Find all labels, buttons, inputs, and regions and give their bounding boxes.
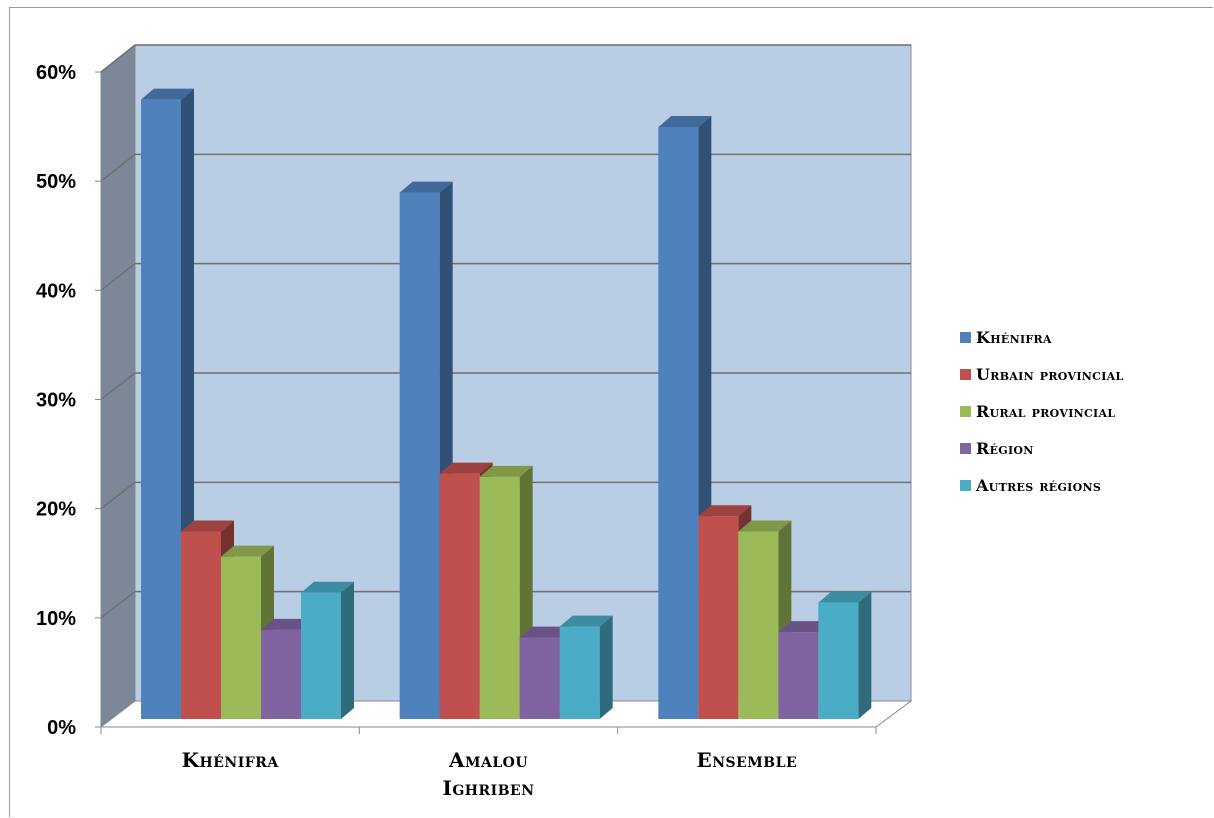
- x-category-label: Khénifra: [182, 748, 280, 772]
- x-axis: Khénifra Amalou Ighriben Ensemble: [100, 726, 877, 800]
- legend-swatch: [960, 332, 971, 343]
- legend-item: Khénifra: [960, 328, 1052, 347]
- x-category-label: Ighriben: [442, 776, 534, 800]
- gridline-side: [100, 263, 136, 291]
- x-category-label: Amalou: [448, 748, 528, 772]
- bar-top-face: [738, 520, 792, 532]
- legend-item: Rural provincial: [960, 402, 1115, 421]
- y-tick-label: 40%: [36, 280, 76, 302]
- bar: [559, 615, 613, 719]
- y-tick-label: 30%: [36, 390, 76, 412]
- legend-label: Rural provincial: [976, 402, 1115, 421]
- bar-top-face: [519, 626, 573, 638]
- legend-item: Région: [960, 439, 1034, 458]
- bar-top-face: [301, 581, 354, 593]
- bars: [141, 88, 872, 720]
- bar-front-face: [519, 637, 560, 719]
- legend: Khénifra Urbain provincial Rural provincia…: [960, 328, 1124, 495]
- bar: [658, 116, 712, 719]
- bar-top-face: [261, 618, 314, 630]
- x-category-label: Ensemble: [696, 748, 797, 772]
- gridline-side: [100, 153, 136, 182]
- bar-top-face: [778, 621, 832, 633]
- bar-side-face: [341, 581, 354, 719]
- bar-top-face: [698, 505, 752, 517]
- y-tick-label: 10%: [36, 608, 76, 630]
- bar: [301, 581, 354, 719]
- y-tick-label: 50%: [36, 171, 76, 193]
- y-axis: 0% 10% 20% 30% 40% 50% 60%: [36, 62, 102, 739]
- bar: [181, 520, 234, 719]
- bar-front-face: [479, 476, 520, 719]
- y-tick-label: 60%: [36, 62, 76, 84]
- bar-front-face: [778, 632, 819, 719]
- legend-swatch: [960, 406, 971, 417]
- legend-item: Autres régions: [960, 476, 1101, 495]
- y-tick-label: 20%: [36, 499, 76, 521]
- bar-top-face: [181, 520, 234, 532]
- bar-top-face: [658, 116, 712, 127]
- bar: [818, 591, 872, 719]
- chart-frame: [9, 7, 1213, 817]
- bar-front-face: [221, 556, 261, 719]
- legend-swatch: [960, 443, 971, 454]
- bar-top-face: [221, 545, 274, 557]
- bar-top-face: [399, 181, 453, 193]
- legend-label: Khénifra: [976, 328, 1052, 347]
- y-tick-label: 0%: [47, 717, 76, 739]
- legend-swatch: [960, 480, 971, 491]
- legend-label: Autres régions: [975, 476, 1101, 495]
- bar-front-face: [181, 531, 221, 719]
- bar-front-face: [818, 602, 859, 719]
- bar-top-face: [439, 462, 493, 474]
- bar-side-face: [599, 615, 613, 719]
- bar-front-face: [698, 516, 739, 719]
- bar-front-face: [141, 99, 181, 719]
- bar-top-face: [818, 591, 872, 603]
- bar-front-face: [559, 626, 600, 719]
- gridline-side: [100, 591, 136, 619]
- gridline-side: [100, 44, 136, 73]
- legend-label: Urbain provincial: [976, 365, 1124, 384]
- gridline-side: [100, 481, 136, 510]
- legend-swatch: [960, 369, 971, 380]
- bar-top-face: [141, 88, 194, 100]
- bar-front-face: [658, 127, 699, 719]
- bar-top-face: [479, 465, 533, 477]
- bar-front-face: [399, 192, 440, 720]
- legend-item: Urbain provincial: [960, 365, 1124, 384]
- legend-label: Région: [976, 439, 1034, 458]
- gridline-side: [100, 372, 136, 401]
- bar-top-face: [559, 615, 613, 627]
- bar-front-face: [439, 473, 480, 719]
- bar-front-face: [738, 531, 779, 719]
- bar-side-face: [858, 591, 872, 719]
- bar-front-face: [301, 592, 341, 719]
- bar-front-face: [261, 629, 301, 719]
